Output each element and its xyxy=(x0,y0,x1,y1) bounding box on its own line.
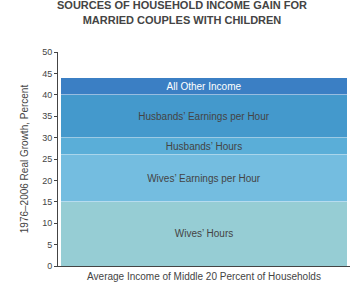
svg-text:5: 5 xyxy=(47,240,52,250)
svg-text:SOURCES OF HOUSEHOLD INCOME GA: SOURCES OF HOUSEHOLD INCOME GAIN FORMARR… xyxy=(57,0,307,26)
svg-text:Husbands’ Hours: Husbands’ Hours xyxy=(166,141,242,152)
svg-text:Wives’ Hours: Wives’ Hours xyxy=(175,228,234,239)
svg-text:15: 15 xyxy=(42,197,52,207)
svg-text:40: 40 xyxy=(42,90,52,100)
svg-text:30: 30 xyxy=(42,133,52,143)
svg-text:50: 50 xyxy=(42,47,52,57)
svg-text:35: 35 xyxy=(42,111,52,121)
svg-text:Husbands’ Earnings per Hour: Husbands’ Earnings per Hour xyxy=(138,111,269,122)
svg-text:0: 0 xyxy=(47,261,52,271)
svg-text:45: 45 xyxy=(42,69,52,79)
svg-text:1976–2006 Real Growth, Percent: 1976–2006 Real Growth, Percent xyxy=(19,85,30,234)
svg-text:All Other Income: All Other Income xyxy=(167,81,242,92)
svg-text:Wives’ Earnings per Hour: Wives’ Earnings per Hour xyxy=(147,173,261,184)
svg-text:20: 20 xyxy=(42,176,52,186)
svg-text:10: 10 xyxy=(42,218,52,228)
svg-text:25: 25 xyxy=(42,154,52,164)
svg-text:Average Income of Middle 20 Pe: Average Income of Middle 20 Percent of H… xyxy=(87,271,321,282)
